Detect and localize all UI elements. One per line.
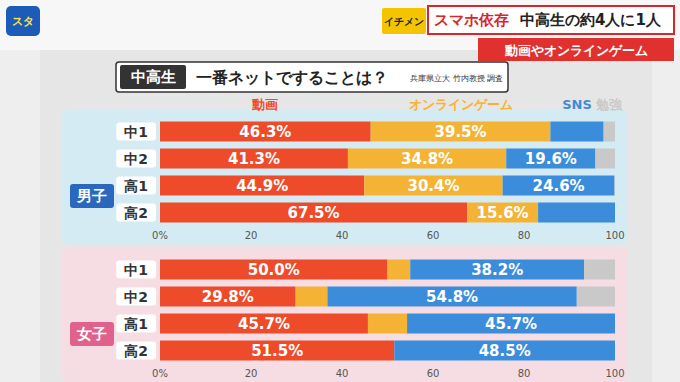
- svg-text:100: 100: [605, 368, 624, 379]
- svg-text:51.5%: 51.5%: [251, 342, 303, 360]
- svg-text:24.6%: 24.6%: [533, 177, 585, 195]
- svg-text:0%: 0%: [152, 368, 168, 379]
- svg-text:30.4%: 30.4%: [407, 177, 459, 195]
- svg-text:45.7%: 45.7%: [485, 315, 537, 333]
- svg-text:中1: 中1: [124, 124, 148, 140]
- svg-text:34.8%: 34.8%: [401, 150, 453, 168]
- svg-text:38.2%: 38.2%: [471, 261, 523, 279]
- svg-text:29.8%: 29.8%: [202, 288, 254, 306]
- svg-text:20: 20: [245, 230, 258, 241]
- svg-text:中高生の約4人に1人: 中高生の約4人に1人: [520, 11, 662, 29]
- svg-text:高1: 高1: [124, 316, 148, 332]
- svg-text:女子: 女子: [76, 325, 107, 343]
- svg-text:スタ: スタ: [12, 15, 34, 28]
- svg-text:67.5%: 67.5%: [288, 204, 340, 222]
- svg-text:高2: 高2: [124, 205, 148, 221]
- svg-text:46.3%: 46.3%: [239, 123, 291, 141]
- svg-text:20: 20: [245, 368, 258, 379]
- svg-text:40: 40: [336, 368, 349, 379]
- svg-text:高2: 高2: [124, 343, 148, 359]
- svg-text:SNS: SNS: [562, 97, 592, 112]
- svg-text:高1: 高1: [124, 178, 148, 194]
- svg-text:動画: 動画: [251, 97, 278, 112]
- svg-text:一番ネットですることは？: 一番ネットですることは？: [196, 68, 388, 87]
- svg-text:中2: 中2: [124, 289, 148, 305]
- svg-text:80: 80: [518, 368, 531, 379]
- svg-text:動画やオンラインゲーム: 動画やオンラインゲーム: [504, 43, 648, 58]
- svg-text:中1: 中1: [124, 262, 148, 278]
- svg-text:48.5%: 48.5%: [479, 342, 531, 360]
- svg-text:54.8%: 54.8%: [426, 288, 478, 306]
- svg-text:中2: 中2: [124, 151, 148, 167]
- svg-text:50.0%: 50.0%: [248, 261, 300, 279]
- svg-text:100: 100: [605, 230, 624, 241]
- svg-text:40: 40: [336, 230, 349, 241]
- svg-text:男子: 男子: [76, 187, 107, 205]
- svg-text:兵庫県立大 竹内教授 調査: 兵庫県立大 竹内教授 調査: [410, 74, 503, 83]
- svg-text:15.6%: 15.6%: [477, 204, 529, 222]
- svg-text:80: 80: [518, 230, 531, 241]
- svg-text:オンラインゲーム: オンラインゲーム: [409, 97, 513, 112]
- svg-text:60: 60: [427, 230, 440, 241]
- svg-text:0%: 0%: [152, 230, 168, 241]
- svg-text:19.6%: 19.6%: [525, 150, 577, 168]
- svg-text:41.3%: 41.3%: [228, 150, 280, 168]
- svg-text:44.9%: 44.9%: [236, 177, 288, 195]
- svg-text:45.7%: 45.7%: [238, 315, 290, 333]
- svg-text:中高生: 中高生: [131, 68, 176, 86]
- svg-text:スマホ依存: スマホ依存: [434, 11, 509, 29]
- svg-text:勉強: 勉強: [595, 97, 623, 112]
- svg-text:イチメン: イチメン: [384, 16, 424, 27]
- svg-text:60: 60: [427, 368, 440, 379]
- svg-text:39.5%: 39.5%: [435, 123, 487, 141]
